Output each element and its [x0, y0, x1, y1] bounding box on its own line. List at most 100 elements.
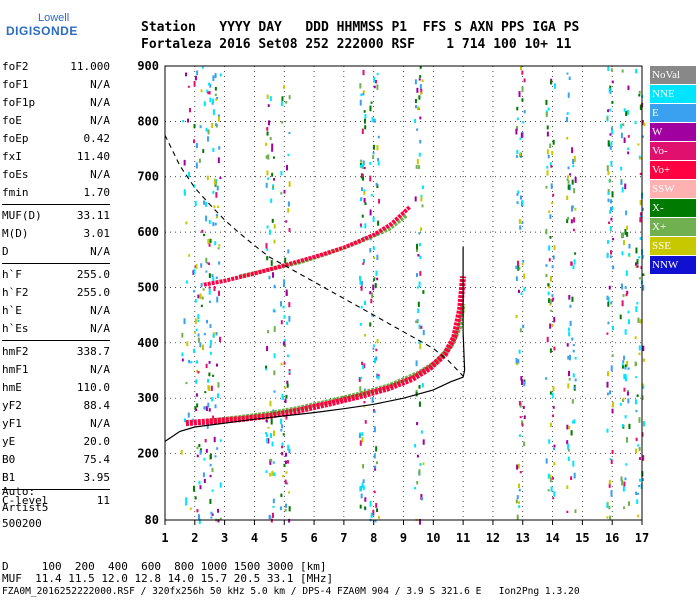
x-tick-label: 4 — [251, 531, 258, 545]
echo-dot — [273, 472, 276, 477]
echo-dot — [621, 232, 624, 239]
echo-dot — [375, 446, 378, 452]
echo-dot — [547, 291, 550, 296]
echo-dot — [183, 159, 186, 166]
echo-dot — [283, 279, 286, 284]
echo-dot — [418, 469, 421, 476]
echo-dot — [183, 191, 186, 196]
echo-dot — [568, 354, 571, 361]
echo-dot — [266, 345, 269, 352]
echo-dot — [205, 215, 208, 222]
echo-dot — [549, 236, 552, 239]
echo-dot — [215, 276, 218, 279]
echo-dot — [520, 132, 523, 138]
autoscale-method: Artist5 — [2, 501, 49, 514]
param-name: h`F — [2, 268, 22, 281]
echo-dot — [546, 165, 549, 169]
echo-dot — [416, 87, 419, 93]
echo-dot — [359, 162, 362, 165]
echo-dot — [568, 377, 571, 381]
echo-dot — [273, 310, 276, 313]
echo-dot — [215, 123, 218, 127]
echo-dot — [518, 488, 521, 492]
echo-dot — [521, 132, 524, 138]
echo-dot — [574, 207, 577, 211]
param-row: fxI 11.40 — [2, 148, 110, 166]
echo-dot — [612, 265, 615, 270]
echo-dot — [416, 159, 419, 165]
echo-dot — [288, 302, 291, 308]
echo-dot — [286, 164, 289, 171]
echo-dot — [194, 318, 197, 324]
echo-dot — [421, 185, 424, 190]
legend-item: Vo- — [650, 142, 696, 161]
echo-dot — [362, 69, 365, 76]
echo-dot — [639, 157, 642, 160]
echo-dot — [607, 371, 610, 377]
param-separator — [2, 340, 110, 341]
echo-dot — [372, 246, 375, 251]
echo-dot — [642, 358, 645, 362]
echo-dot — [552, 406, 555, 409]
echo-dot — [272, 461, 275, 464]
echo-dot — [642, 284, 645, 291]
echo-dot — [359, 223, 362, 227]
echo-dot — [269, 472, 272, 477]
echo-dot — [622, 240, 625, 246]
echo-dot — [638, 90, 641, 94]
echo-dot — [566, 440, 569, 445]
param-row: hmF2 338.7 — [2, 343, 110, 361]
echo-dot — [205, 363, 208, 369]
param-separator — [2, 489, 110, 490]
echo-dot — [362, 464, 365, 469]
echo-dot — [359, 164, 362, 168]
echo-dot — [519, 416, 522, 419]
echo-dot — [566, 343, 569, 347]
echo-dot — [364, 420, 367, 424]
echo-dot — [372, 347, 375, 350]
legend-item: Vo+ — [650, 161, 696, 180]
echo-dot — [638, 485, 641, 488]
echo-dot — [416, 480, 419, 485]
echo-dot — [362, 258, 365, 264]
echo-dot — [269, 400, 272, 407]
echo-dot — [364, 223, 367, 229]
echo-dot — [373, 426, 376, 433]
echo-dot — [195, 142, 198, 149]
echo-dot — [422, 439, 425, 445]
param-row: hmE 110.0 — [2, 379, 110, 397]
echo-dot — [635, 409, 638, 413]
echo-dot — [419, 75, 422, 78]
echo-dot — [212, 109, 215, 116]
param-value: 75.4 — [83, 453, 111, 466]
echo-dot — [627, 85, 630, 91]
echo-dot — [265, 365, 268, 369]
echo-dot — [371, 396, 374, 403]
echo-dot — [211, 467, 214, 473]
echo-dot — [551, 392, 554, 399]
echo-dot — [624, 374, 627, 378]
echo-dot — [266, 94, 269, 99]
echo-dot — [196, 509, 199, 513]
echo-dot — [280, 428, 283, 432]
echo-dot — [642, 273, 645, 276]
echo-dot — [273, 390, 276, 393]
echo-dot — [552, 193, 555, 197]
param-value: N/A — [90, 78, 110, 91]
echo-dot — [194, 331, 197, 334]
echo-dot — [607, 296, 610, 302]
echo-dot — [270, 458, 273, 462]
echo-dot — [553, 245, 556, 251]
echo-dot — [282, 305, 285, 309]
echo-dot — [209, 463, 212, 467]
footer-muf-row: MUF 11.4 11.5 12.0 12.8 14.0 15.7 20.5 3… — [2, 572, 334, 585]
echo-dot — [620, 180, 623, 185]
echo-dot — [553, 444, 556, 448]
echo-dot — [620, 123, 623, 129]
echo-dot — [417, 301, 420, 307]
echo-dot — [418, 165, 421, 169]
echo-dot — [623, 481, 626, 487]
echo-dot — [359, 440, 362, 446]
echo-dot — [635, 491, 638, 496]
echo-dot — [611, 129, 614, 135]
